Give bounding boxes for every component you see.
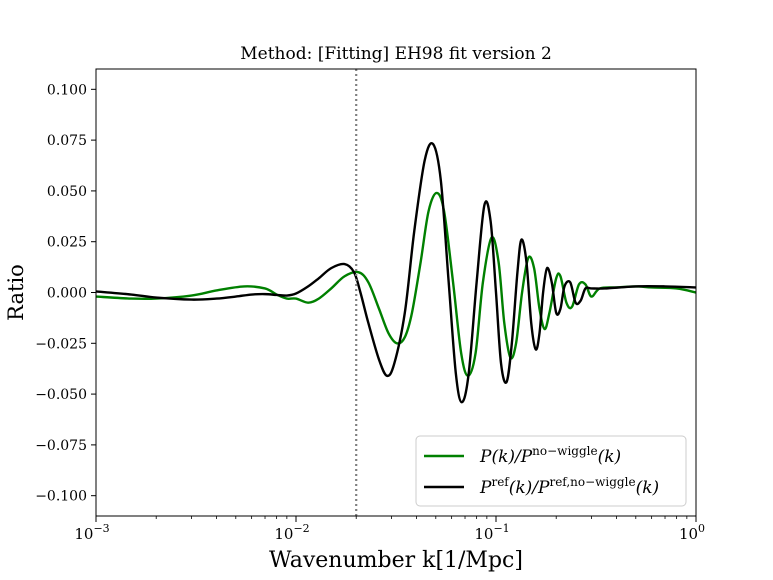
x-tick-label: 10−3 — [74, 522, 109, 543]
legend-legend-sup: ref — [491, 475, 510, 489]
y-tick: −0.050 — [35, 387, 96, 403]
legend-box — [415, 435, 687, 507]
x-tick-base: 10 — [274, 525, 293, 543]
x-tick: 100 — [679, 516, 705, 543]
x-tick-label: 10−1 — [474, 522, 509, 543]
y-tick-label: 0.100 — [47, 82, 87, 98]
y-tick: 0.000 — [47, 286, 96, 302]
y-tick: 0.100 — [47, 82, 96, 98]
x-tick-label: 10−2 — [274, 522, 309, 543]
x-tick: 10−3 — [74, 516, 110, 543]
x-tick-base: 10 — [474, 525, 493, 543]
y-tick-label: −0.075 — [35, 438, 87, 454]
legend-legend-main: P — [479, 478, 492, 498]
y-tick-label: 0.000 — [47, 286, 87, 302]
x-tick-exponent: −2 — [293, 522, 309, 535]
legend-label: P(k)/Pno−wiggle(k) — [479, 444, 621, 467]
series-line-green — [96, 191, 696, 377]
y-tick-label: 0.075 — [47, 133, 87, 149]
y-tick: −0.075 — [35, 438, 96, 454]
legend-label: Pref(k)/Pref,no−wiggle(k) — [479, 475, 659, 498]
y-axis: 0.100 0.075 0.050 0.025 0.000 −0.025 −0.050 −0.… — [35, 82, 96, 505]
y-tick: 0.075 — [47, 133, 96, 149]
x-tick-exponent: −3 — [93, 522, 109, 535]
y-tick: −0.100 — [35, 489, 96, 505]
x-tick-base: 10 — [74, 525, 93, 543]
x-tick-exponent: 0 — [698, 522, 705, 535]
y-tick-label: −0.100 — [35, 489, 87, 505]
y-tick-label: 0.025 — [47, 235, 87, 251]
legend: P(k)/Pno−wiggle(k)Pref(k)/Pref,no−wiggle… — [415, 435, 687, 507]
legend-legend-tail: (k) — [598, 447, 622, 467]
x-tick: 10−2 — [274, 516, 310, 543]
series-line-black — [96, 142, 696, 404]
y-tick: 0.050 — [47, 184, 96, 200]
x-axis-label: Wavenumber k[1/Mpc] — [269, 548, 523, 573]
y-axis-label: Ratio — [4, 264, 28, 321]
legend-entry: Pref(k)/Pref,no−wiggle(k) — [424, 475, 659, 498]
chart-title: Method: [Fitting] EH98 fit version 2 — [240, 44, 552, 64]
x-tick-exponent: −1 — [493, 522, 509, 535]
legend-legend-sup: no−wiggle — [532, 444, 597, 458]
legend-legend-sup2: ref,no−wiggle — [549, 475, 635, 489]
legend-entry: P(k)/Pno−wiggle(k) — [424, 444, 621, 467]
x-tick: 10−1 — [474, 516, 510, 543]
y-tick: −0.025 — [35, 336, 96, 352]
x-tick-base: 10 — [679, 525, 698, 543]
legend-legend-main: P(k)/P — [479, 447, 533, 467]
y-tick-label: −0.050 — [35, 387, 87, 403]
y-tick: 0.025 — [47, 235, 96, 251]
legend-legend-tail: (k) — [636, 478, 660, 498]
x-axis: 10−3 10−2 10−1 100 — [74, 516, 705, 543]
legend-legend-mid: (k)/P — [509, 478, 550, 498]
y-tick-label: 0.050 — [47, 184, 87, 200]
series-layer — [96, 142, 696, 404]
y-tick-label: −0.025 — [35, 336, 87, 352]
x-tick-label: 100 — [679, 522, 705, 543]
